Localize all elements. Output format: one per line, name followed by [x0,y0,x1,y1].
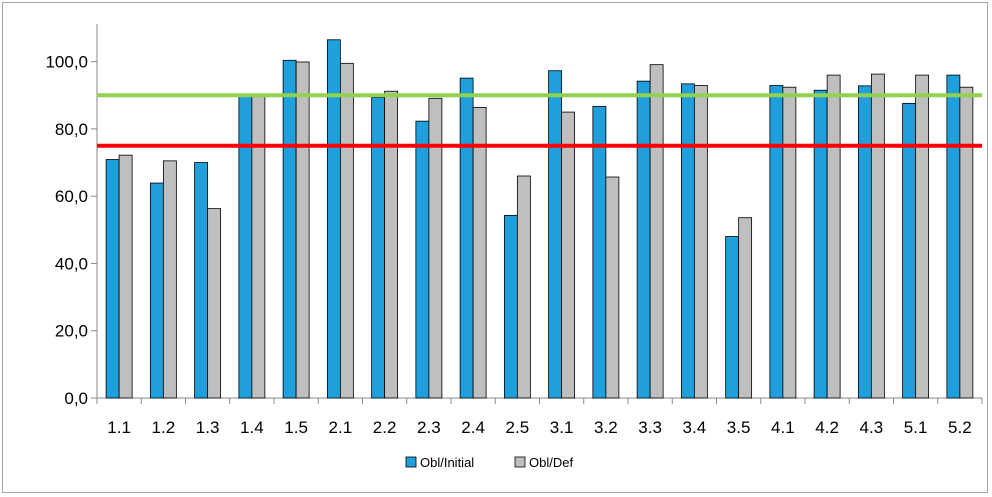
bars [105,39,974,399]
x-tick-label: 1.2 [152,418,176,437]
x-tick-label: 3.4 [683,418,707,437]
x-tick-label: 2.3 [417,418,441,437]
bar-obl-def-3-5 [738,217,753,399]
bar-obl-def-2-4 [472,106,487,399]
legend-label-obl-def: Obl/Def [529,455,573,470]
x-tick-label: 5.2 [948,418,972,437]
x-tick-label: 2.2 [373,418,397,437]
reference-lines [97,93,982,148]
x-tick-label: 3.1 [550,418,574,437]
x-tick-label: 4.1 [771,418,795,437]
y-axis: 0,0 20,0 40,0 60,0 80,0 100,0 [45,24,98,408]
bar-obl-def-1-4 [251,93,266,399]
x-tick-label: 1.1 [107,418,131,437]
x-tick-label: 4.2 [815,418,839,437]
bar-obl-initial-1-5 [282,59,297,399]
x-tick-label: 4.3 [860,418,884,437]
bar-obl-def-2-5 [516,175,531,399]
x-tick-label: 2.4 [461,418,485,437]
bar-obl-def-2-1 [339,62,354,399]
x-tick-label: 3.2 [594,418,618,437]
x-tick-label: 1.4 [240,418,264,437]
bar-obl-initial-1-4 [238,94,253,399]
bar-obl-initial-3-1 [548,70,563,399]
x-tick-label: 1.3 [196,418,220,437]
bar-obl-initial-1-2 [149,182,164,399]
x-tick-label: 3.5 [727,418,751,437]
bar-obl-initial-3-5 [725,236,740,399]
x-axis: 1.1 1.2 1.3 1.4 1.5 2.1 2.2 2.3 2.4 2.5 3.1 3.2 3.3 3… [96,397,983,437]
x-tick-label: 1.5 [284,418,308,437]
bar-obl-def-3-3 [649,64,664,399]
bar-obl-def-1-1 [118,154,133,399]
bar-obl-initial-2-2 [371,96,386,399]
bar-obl-initial-4-1 [769,85,784,399]
bar-obl-initial-3-2 [592,105,607,399]
bar-obl-initial-5-2 [946,74,961,399]
legend-label-obl-initial: Obl/Initial [420,455,474,470]
legend-swatch-obl-def [514,456,526,468]
bar-obl-def-3-2 [605,176,620,399]
x-tick-label: 2.5 [506,418,530,437]
y-tick-label: 40,0 [55,254,88,273]
bar-obl-initial-4-3 [857,85,872,399]
bar-obl-def-1-3 [207,208,222,399]
bar-obl-initial-4-2 [813,89,828,399]
bar-obl-def-4-3 [870,73,885,399]
legend: Obl/Initial Obl/Def [405,455,573,470]
bar-obl-initial-2-5 [503,214,518,399]
legend-swatch-obl-initial [405,456,417,468]
bar-obl-def-3-1 [561,111,576,399]
bar-obl-def-5-2 [959,86,974,399]
x-tick-label: 5.1 [904,418,928,437]
bar-obl-def-3-4 [693,85,708,399]
y-tick-label: 60,0 [55,187,88,206]
bar-obl-initial-1-1 [105,159,120,399]
bar-obl-def-1-2 [162,160,177,399]
bar-obl-def-2-2 [384,90,399,399]
bar-obl-def-5-1 [915,74,930,399]
bar-obl-initial-3-3 [636,80,651,399]
y-tick-label: 20,0 [55,322,88,341]
x-tick-label: 2.1 [329,418,353,437]
bar-obl-initial-2-3 [415,120,430,399]
bar-obl-def-4-1 [782,86,797,399]
bar-obl-def-1-5 [295,61,310,399]
y-tick-label: 0,0 [64,389,88,408]
x-tick-label: 3.3 [638,418,662,437]
bar-obl-def-4-2 [826,74,841,399]
y-tick-label: 80,0 [55,120,88,139]
bar-obl-initial-1-3 [194,162,209,399]
bar-obl-def-2-3 [428,97,443,399]
y-tick-label: 100,0 [45,53,88,72]
bar-obl-initial-2-4 [459,77,474,399]
bar-obl-initial-3-4 [680,83,695,399]
